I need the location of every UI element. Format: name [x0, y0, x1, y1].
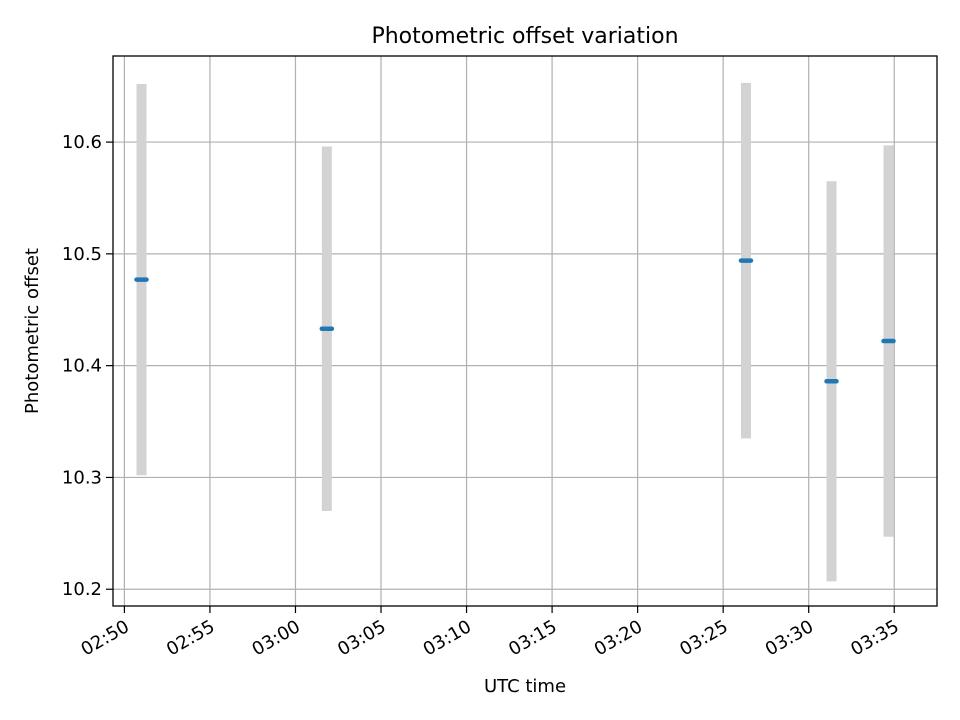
y-tick-label: 10.5: [62, 244, 102, 265]
plot-frame: [112, 55, 938, 607]
y-axis-title: Photometric offset: [22, 248, 43, 414]
y-tick-label: 10.2: [62, 579, 102, 600]
y-tick-label: 10.3: [62, 467, 102, 488]
data-points: [134, 258, 896, 384]
chart-title: Photometric offset variation: [371, 24, 678, 49]
y-tick-label: 10.4: [62, 356, 102, 377]
x-axis-title: UTC time: [484, 676, 566, 697]
grid: [113, 56, 937, 606]
y-tick-label: 10.6: [62, 132, 102, 153]
y-axis: 10.2 10.3 10.4 10.5 10.6: [62, 132, 113, 600]
